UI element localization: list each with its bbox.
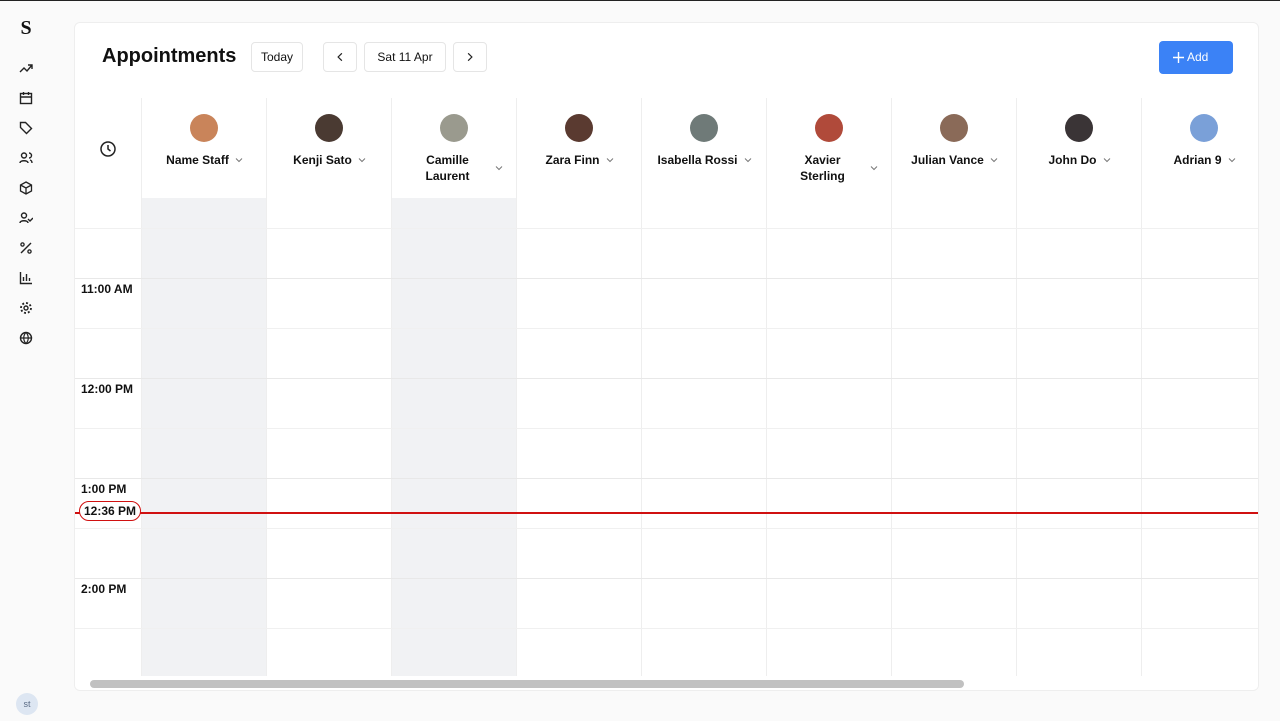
nav-icon[interactable] [19, 271, 33, 285]
nav-icon[interactable] [19, 181, 33, 195]
staff-body [142, 198, 266, 676]
staff-header[interactable]: Kenji Sato [267, 152, 392, 168]
dropdown-chevron[interactable] [495, 165, 503, 171]
staff-column: Zara Finn [516, 98, 641, 676]
staff-header[interactable]: Xavier Sterling [767, 152, 892, 184]
logo[interactable]: S [20, 17, 32, 39]
staff-avatar [940, 114, 968, 142]
staff-body [392, 198, 516, 676]
row-line [75, 378, 1258, 379]
staff-name: Zara Finn [545, 153, 600, 167]
row-line [75, 528, 1258, 529]
dropdown-chevron[interactable] [1103, 157, 1111, 163]
row-line [75, 628, 1258, 629]
dropdown-chevron[interactable] [606, 157, 614, 163]
nav-icon[interactable] [19, 241, 33, 255]
row-line [75, 578, 1258, 579]
staff-body [1017, 198, 1141, 676]
staff-column: Adrian 9 [1141, 98, 1258, 676]
staff-column: Xavier Sterling [766, 98, 891, 676]
prev-button[interactable] [323, 42, 357, 72]
staff-avatar [815, 114, 843, 142]
row-line [75, 228, 1258, 229]
nav-icon[interactable] [19, 331, 33, 345]
staff-column: Kenji Sato [266, 98, 391, 676]
dropdown-chevron[interactable] [235, 157, 243, 163]
current-time-label: 12:36 PM [79, 501, 142, 521]
row-line [75, 328, 1258, 329]
staff-header[interactable]: Name Staff [142, 152, 267, 168]
nav-icon[interactable] [19, 91, 33, 105]
staff-body [767, 198, 891, 676]
staff-avatar [690, 114, 718, 142]
staff-header[interactable]: John Do [1017, 152, 1142, 168]
next-button[interactable] [453, 42, 487, 72]
row-line [75, 478, 1258, 479]
staff-avatar [315, 114, 343, 142]
staff-avatar [440, 114, 468, 142]
dropdown-chevron[interactable] [358, 157, 366, 163]
today-button[interactable]: Today [251, 42, 303, 72]
staff-name: Name Staff [166, 153, 229, 167]
add-button[interactable]: Add [1159, 41, 1233, 74]
row-line [75, 278, 1258, 279]
staff-name: Xavier Sterling [800, 153, 845, 183]
sidebar: S st [0, 1, 52, 721]
nav-icon[interactable] [19, 61, 33, 75]
staff-body [892, 198, 1016, 676]
staff-body [517, 198, 641, 676]
dropdown-chevron[interactable] [990, 157, 998, 163]
staff-name: Isabella Rossi [657, 153, 738, 167]
dropdown-chevron[interactable] [744, 157, 752, 163]
staff-avatar [190, 114, 218, 142]
staff-name: Adrian 9 [1173, 153, 1222, 167]
calendar-panel: Appointments Today Sat 11 Apr Add Name S… [74, 22, 1259, 691]
time-label: 1:00 PM [81, 482, 127, 496]
staff-column: John Do [1016, 98, 1141, 676]
nav-icon[interactable] [19, 301, 33, 315]
staff-avatar [1065, 114, 1093, 142]
staff-avatar [565, 114, 593, 142]
staff-column: Julian Vance [891, 98, 1016, 676]
staff-header[interactable]: Camille Laurent [392, 152, 517, 184]
current-time-line [75, 512, 1258, 514]
scrollbar-thumb[interactable] [90, 680, 964, 688]
time-label: 11:00 AM [81, 282, 133, 296]
time-label: 2:00 PM [81, 582, 127, 596]
nav-icon[interactable] [19, 121, 33, 135]
staff-header[interactable]: Julian Vance [892, 152, 1017, 168]
staff-column: Isabella Rossi [641, 98, 766, 676]
schedule-grid: Name Staff Kenji Sato Camille Laurent Zara … [75, 98, 1258, 676]
staff-body [267, 198, 391, 676]
nav-icon[interactable] [19, 151, 33, 165]
staff-name: Camille Laurent [425, 153, 470, 183]
nav-icon[interactable] [19, 211, 33, 225]
user-avatar[interactable]: st [16, 693, 38, 715]
staff-column: Camille Laurent [391, 98, 516, 676]
page-title: Appointments [102, 45, 237, 67]
date-picker[interactable]: Sat 11 Apr [364, 42, 446, 72]
staff-header[interactable]: Zara Finn [517, 152, 642, 168]
staff-avatar [1190, 114, 1218, 142]
dropdown-chevron[interactable] [1228, 157, 1236, 163]
staff-name: John Do [1048, 153, 1097, 167]
clock-icon [100, 141, 116, 157]
plus-icon [1173, 52, 1184, 63]
add-label: Add [1187, 50, 1209, 64]
staff-body [1142, 198, 1258, 676]
staff-header[interactable]: Isabella Rossi [642, 152, 767, 168]
staff-column: Name Staff [141, 98, 266, 676]
staff-header[interactable]: Adrian 9 [1142, 152, 1258, 168]
dropdown-chevron[interactable] [870, 165, 878, 171]
staff-body [642, 198, 766, 676]
staff-name: Julian Vance [911, 153, 984, 167]
row-line [75, 428, 1258, 429]
time-label: 12:00 PM [81, 382, 134, 396]
staff-name: Kenji Sato [293, 153, 352, 167]
